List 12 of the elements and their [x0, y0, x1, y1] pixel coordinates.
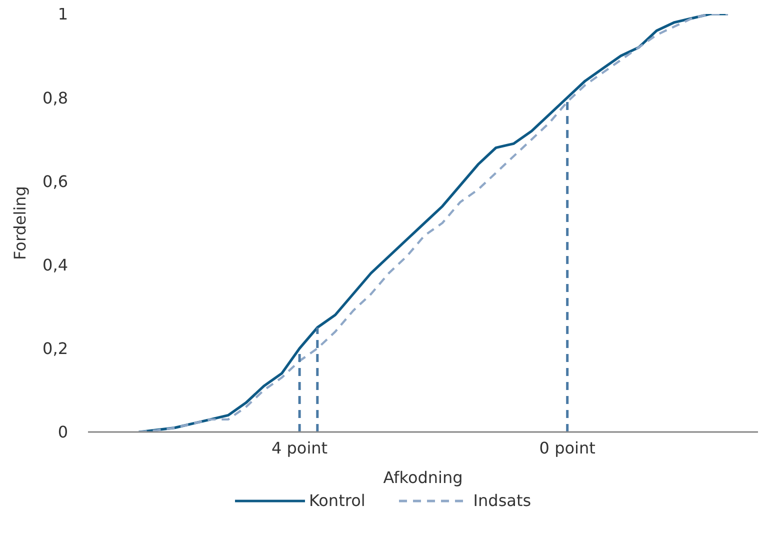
- x-axis-title: Afkodning: [383, 468, 463, 487]
- y-tick-label: 0,4: [42, 255, 68, 274]
- y-axis-title: Fordeling: [10, 186, 30, 260]
- y-tick-label: 0,8: [42, 88, 68, 108]
- legend-label: Kontrol: [308, 491, 366, 510]
- y-tick-label: 0: [58, 422, 68, 442]
- y-tick-label: 0,2: [42, 339, 68, 358]
- y-tick-label: 0,6: [42, 172, 68, 191]
- text: 0 point: [539, 438, 596, 458]
- text: 4 point: [272, 438, 328, 458]
- legend-label: Indsats: [472, 491, 532, 510]
- y-tick-label: 1: [58, 4, 68, 24]
